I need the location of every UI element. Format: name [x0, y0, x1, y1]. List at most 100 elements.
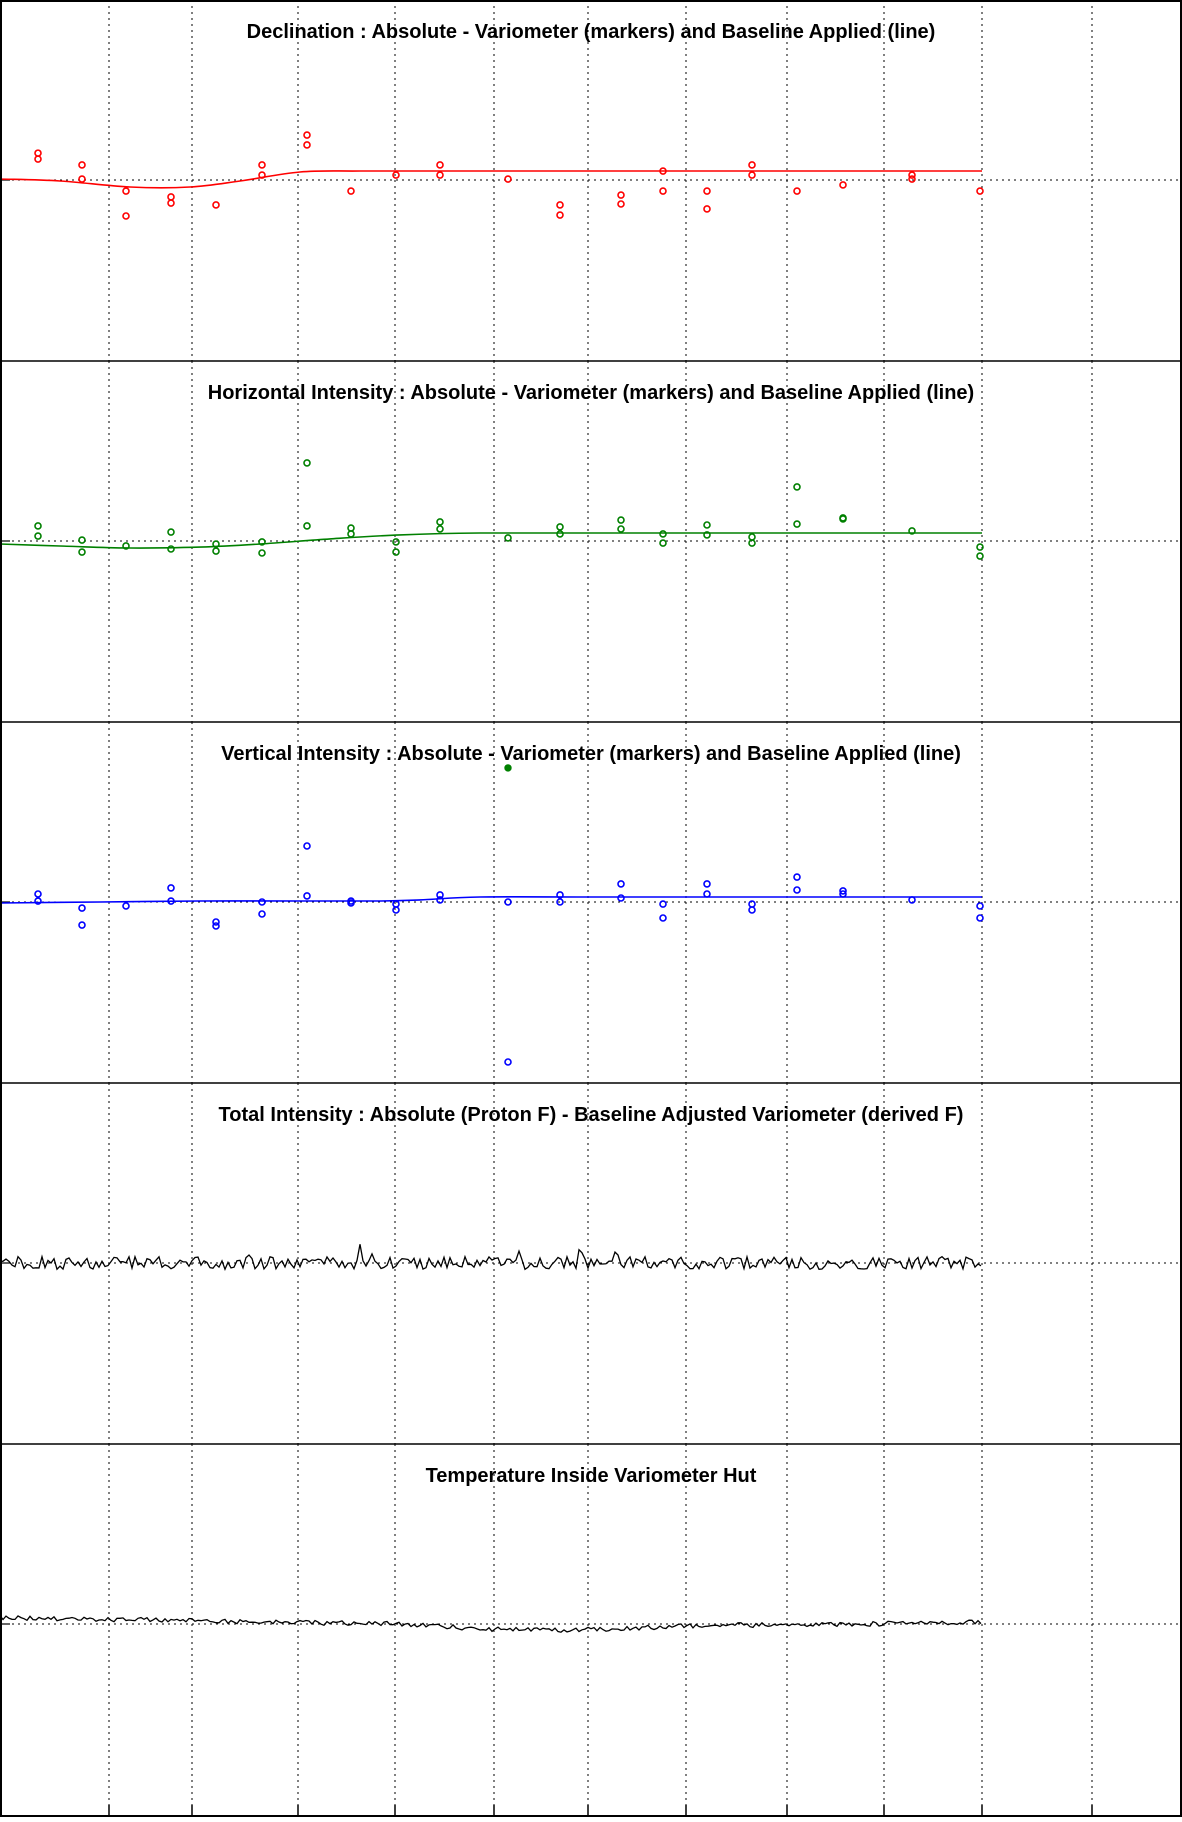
- data-marker: [167, 528, 175, 536]
- data-marker: [167, 545, 175, 553]
- data-marker: [34, 155, 42, 163]
- data-marker: [122, 212, 130, 220]
- data-marker: [976, 552, 984, 560]
- data-marker: [659, 900, 667, 908]
- data-marker: [617, 894, 625, 902]
- data-marker: [212, 918, 220, 926]
- data-marker: [908, 527, 916, 535]
- data-marker: [436, 891, 444, 899]
- data-marker: [436, 161, 444, 169]
- data-marker: [212, 540, 220, 548]
- data-marker: [167, 199, 175, 207]
- data-marker: [258, 161, 266, 169]
- data-marker-filled: [504, 764, 512, 772]
- data-marker: [659, 530, 667, 538]
- data-marker: [703, 187, 711, 195]
- data-marker: [976, 187, 984, 195]
- data-marker: [212, 547, 220, 555]
- chart-title: Horizontal Intensity : Absolute - Variom…: [208, 382, 974, 404]
- data-marker: [347, 899, 355, 907]
- data-marker: [748, 171, 756, 179]
- chart-panel-3: Vertical Intensity : Absolute - Variomet…: [0, 722, 1182, 1084]
- baseline-line: [0, 170, 982, 189]
- data-marker: [839, 890, 847, 898]
- data-marker: [303, 522, 311, 530]
- data-marker: [556, 898, 564, 906]
- baseline-line: [0, 896, 982, 904]
- data-marker: [839, 887, 847, 895]
- data-marker: [303, 141, 311, 149]
- data-marker: [436, 518, 444, 526]
- data-marker: [34, 522, 42, 530]
- data-marker: [258, 171, 266, 179]
- data-marker: [212, 201, 220, 209]
- data-marker: [303, 131, 311, 139]
- data-marker: [659, 167, 667, 175]
- data-marker: [303, 459, 311, 467]
- data-marker: [703, 521, 711, 529]
- data-marker: [167, 897, 175, 905]
- data-marker: [258, 549, 266, 557]
- chart-title: Declination : Absolute - Variometer (mar…: [247, 21, 936, 43]
- data-marker: [122, 542, 130, 550]
- data-marker: [617, 191, 625, 199]
- data-marker: [703, 890, 711, 898]
- series-line: [0, 1615, 982, 1633]
- data-marker: [347, 530, 355, 538]
- data-marker: [392, 171, 400, 179]
- data-marker: [556, 523, 564, 531]
- data-marker: [392, 906, 400, 914]
- data-marker: [303, 892, 311, 900]
- data-marker: [303, 842, 311, 850]
- data-marker: [556, 530, 564, 538]
- data-marker: [617, 516, 625, 524]
- data-marker: [659, 914, 667, 922]
- data-marker: [703, 880, 711, 888]
- data-marker: [793, 187, 801, 195]
- data-marker: [122, 902, 130, 910]
- data-marker: [78, 921, 86, 929]
- data-marker: [436, 171, 444, 179]
- data-marker: [703, 531, 711, 539]
- data-marker: [556, 201, 564, 209]
- data-marker: [78, 904, 86, 912]
- data-marker: [793, 873, 801, 881]
- data-marker: [392, 548, 400, 556]
- data-marker: [617, 525, 625, 533]
- data-marker: [78, 536, 86, 544]
- data-marker: [617, 200, 625, 208]
- data-marker: [78, 548, 86, 556]
- data-marker: [504, 175, 512, 183]
- data-marker: [504, 534, 512, 542]
- data-marker: [258, 910, 266, 918]
- data-marker: [212, 922, 220, 930]
- data-marker: [167, 884, 175, 892]
- chart-panel-2: Horizontal Intensity : Absolute - Variom…: [0, 361, 1182, 723]
- data-marker: [659, 187, 667, 195]
- data-marker: [556, 211, 564, 219]
- data-marker: [659, 539, 667, 547]
- data-marker: [122, 187, 130, 195]
- data-marker: [908, 175, 916, 183]
- chart-panel-1: Declination : Absolute - Variometer (mar…: [0, 0, 1182, 362]
- data-marker: [504, 898, 512, 906]
- data-marker: [908, 171, 916, 179]
- chart-panel-4: Total Intensity : Absolute (Proton F) - …: [0, 1083, 1182, 1445]
- data-marker: [976, 902, 984, 910]
- data-marker: [258, 898, 266, 906]
- data-marker: [436, 525, 444, 533]
- data-marker: [748, 539, 756, 547]
- chart-title: Temperature Inside Variometer Hut: [426, 1465, 757, 1487]
- data-marker: [556, 891, 564, 899]
- data-marker: [748, 161, 756, 169]
- data-marker: [504, 1058, 512, 1066]
- data-marker: [908, 896, 916, 904]
- data-marker: [617, 880, 625, 888]
- data-marker: [78, 175, 86, 183]
- data-marker: [839, 181, 847, 189]
- data-marker: [34, 890, 42, 898]
